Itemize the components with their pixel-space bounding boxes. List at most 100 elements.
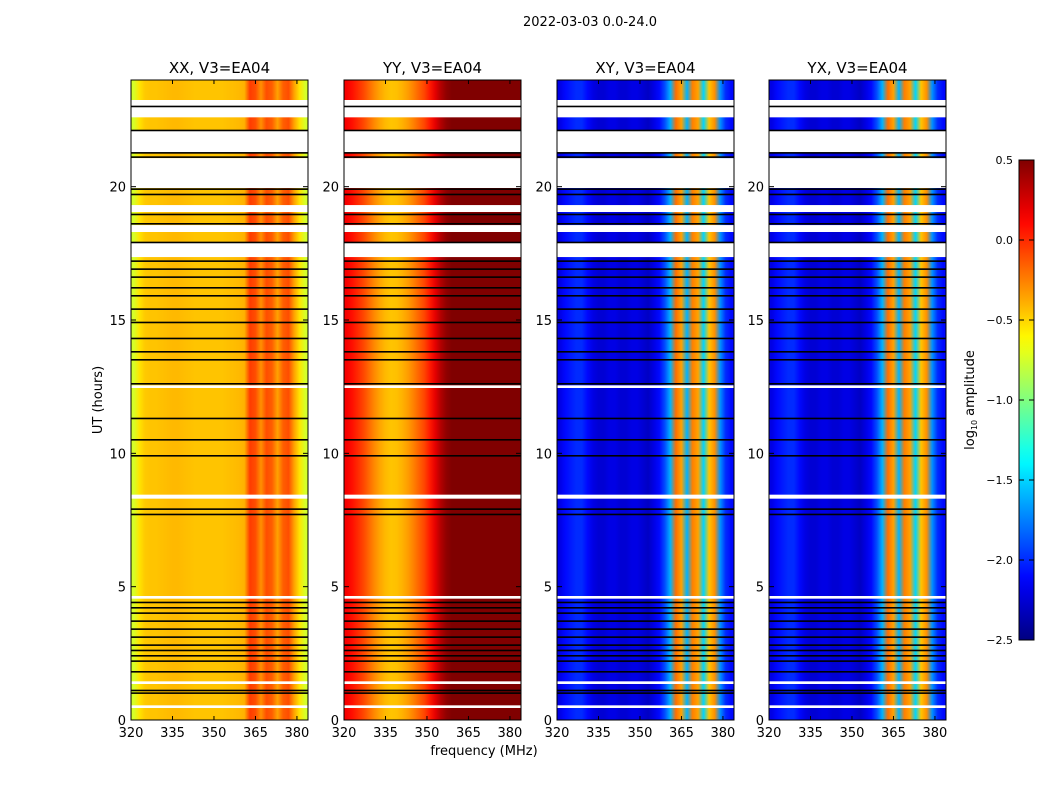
zero-row — [557, 455, 734, 457]
zero-row — [557, 359, 734, 361]
colorbar-tick-label: −1.5 — [986, 474, 1013, 487]
zero-row — [131, 188, 308, 190]
zero-row — [131, 383, 308, 385]
zero-row — [344, 383, 521, 385]
x-tick-label: 320 — [332, 726, 357, 741]
zero-row — [769, 513, 946, 516]
zero-row — [344, 193, 521, 196]
heatmap-segment — [131, 232, 308, 243]
zero-row — [769, 383, 946, 385]
y-tick-label: 0 — [118, 714, 126, 729]
zero-row — [344, 223, 521, 225]
zero-row — [557, 692, 734, 694]
y-tick-label: 5 — [544, 581, 552, 596]
x-tick-label: 350 — [840, 726, 865, 741]
zero-row — [344, 241, 521, 244]
zero-row — [769, 193, 946, 196]
zero-row — [131, 241, 308, 244]
zero-row — [769, 152, 946, 154]
zero-row — [557, 607, 734, 609]
panel-title: YX, V3=EA04 — [806, 59, 907, 77]
x-tick-label: 350 — [628, 726, 653, 741]
zero-row — [557, 308, 734, 310]
y-tick-label: 20 — [109, 181, 126, 196]
x-tick-label: 380 — [498, 726, 523, 741]
zero-row — [131, 213, 308, 216]
zero-row — [557, 508, 734, 510]
zero-row — [344, 508, 521, 510]
zero-row — [131, 268, 308, 270]
zero-row — [769, 607, 946, 609]
zero-row — [557, 105, 734, 108]
heatmap-segment — [344, 498, 521, 596]
heatmap-segment — [769, 153, 946, 159]
y-tick-label: 10 — [322, 447, 339, 462]
y-tick-label: 10 — [535, 447, 552, 462]
zero-row — [131, 660, 308, 662]
zero-row — [557, 636, 734, 638]
panel-frame — [768, 79, 947, 721]
zero-row — [769, 156, 946, 158]
heatmap-segment — [557, 708, 734, 720]
panel-frame — [343, 79, 522, 721]
zero-row — [769, 655, 946, 657]
zero-row — [769, 213, 946, 216]
zero-row — [344, 337, 521, 340]
zero-row — [769, 612, 946, 614]
heatmap-segment — [131, 708, 308, 720]
zero-row — [131, 692, 308, 694]
zero-row — [344, 260, 521, 262]
zero-row — [769, 241, 946, 244]
zero-row — [769, 689, 946, 692]
colorbar-label-base: log — [963, 430, 978, 450]
zero-row — [344, 612, 521, 614]
zero-row — [769, 351, 946, 353]
zero-row — [131, 620, 308, 622]
y-tick-label: 15 — [747, 314, 764, 329]
zero-row — [557, 223, 734, 225]
zero-row — [769, 644, 946, 646]
heatmap-segment — [131, 257, 308, 386]
zero-row — [557, 351, 734, 353]
colorbar-label-sub: 10 — [970, 420, 979, 430]
zero-row — [769, 129, 946, 132]
heatmap-segment — [557, 598, 734, 682]
heatmap-segment — [131, 598, 308, 682]
panel-title: YY, V3=EA04 — [382, 59, 482, 77]
zero-row — [131, 649, 308, 652]
zero-row — [557, 260, 734, 262]
colorbar-tick-label: 0.0 — [996, 234, 1014, 247]
zero-row — [557, 156, 734, 158]
x-tick-label: 350 — [415, 726, 440, 741]
zero-row — [769, 628, 946, 630]
figure-title: 2022-03-03 0.0-24.0 — [523, 15, 657, 30]
zero-row — [131, 287, 308, 289]
zero-row — [131, 417, 308, 420]
zero-row — [344, 351, 521, 353]
zero-row — [344, 321, 521, 324]
zero-row — [557, 152, 734, 154]
zero-row — [557, 383, 734, 385]
x-tick-label: 380 — [285, 726, 310, 741]
colorbar-label: log10 amplitude — [963, 350, 979, 450]
zero-row — [557, 287, 734, 289]
heatmap-segment — [557, 257, 734, 386]
x-tick-label: 320 — [119, 726, 144, 741]
panel-xx: XX, V3=EA04 320 335 350 365 380 0 5 10 15 20 — [109, 59, 309, 741]
colorbar-tick-label: −2.0 — [986, 554, 1013, 567]
x-tick-label: 335 — [586, 726, 611, 741]
zero-row — [344, 660, 521, 662]
panel-xy: XY, V3=EA04 320 335 350 365 380 0 5 10 15 20 — [535, 59, 735, 741]
zero-row — [344, 671, 521, 673]
zero-row — [131, 321, 308, 324]
panel-frame — [556, 79, 735, 721]
zero-row — [557, 295, 734, 297]
y-tick-label: 15 — [109, 314, 126, 329]
zero-row — [131, 513, 308, 516]
zero-row — [769, 636, 946, 638]
heatmap-segment — [557, 684, 734, 706]
zero-row — [557, 671, 734, 673]
zero-row — [344, 276, 521, 278]
zero-row — [769, 508, 946, 510]
zero-row — [131, 439, 308, 441]
